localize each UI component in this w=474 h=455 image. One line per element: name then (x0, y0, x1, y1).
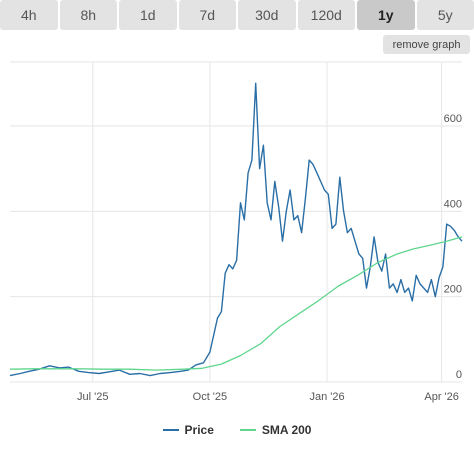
x-tick-label: Jan '26 (309, 391, 344, 403)
legend-swatch (162, 429, 179, 431)
tab-8h[interactable]: 8h (59, 0, 117, 30)
tab-7d[interactable]: 7d (178, 0, 236, 30)
tab-30d[interactable]: 30d (238, 0, 296, 30)
legend-label: SMA 200 (261, 423, 312, 437)
legend-item-price[interactable]: Price (162, 423, 214, 437)
legend-item-sma-200[interactable]: SMA 200 (239, 423, 312, 437)
timeframe-tabs: 4h 8h 1d 7d 30d 120d 1y 5y (0, 0, 474, 30)
x-tick-label: Jul '25 (77, 391, 108, 403)
y-tick-label: 400 (444, 198, 462, 210)
series-lines (9, 82, 463, 377)
tab-1d[interactable]: 1d (119, 0, 177, 30)
tab-1y[interactable]: 1y (357, 0, 415, 30)
x-tick-label: Oct '25 (193, 391, 228, 403)
tab-4h[interactable]: 4h (0, 0, 58, 30)
y-tick-label: 600 (444, 113, 462, 125)
grid-lines (10, 61, 462, 383)
y-tick-label: 0 (456, 369, 462, 381)
series-line-price (9, 82, 463, 377)
x-tick-label: Apr '26 (424, 391, 459, 403)
legend-label: Price (184, 423, 214, 437)
y-tick-label: 200 (444, 284, 462, 296)
y-axis-labels: 0 200 400 600 (444, 113, 462, 381)
tab-120d[interactable]: 120d (297, 0, 355, 30)
x-axis-labels: Jul '25 Oct '25 Jan '26 Apr '26 (77, 391, 459, 403)
tab-5y[interactable]: 5y (416, 0, 474, 30)
chart-legend: Price SMA 200 (0, 420, 474, 440)
price-chart: 0 200 400 600 Jul '25 Oct '25 Jan '26 Apr '26 (9, 61, 463, 403)
legend-swatch (239, 429, 256, 431)
series-line-sma-200 (9, 236, 463, 371)
remove-graph-button[interactable]: remove graph (383, 35, 470, 54)
